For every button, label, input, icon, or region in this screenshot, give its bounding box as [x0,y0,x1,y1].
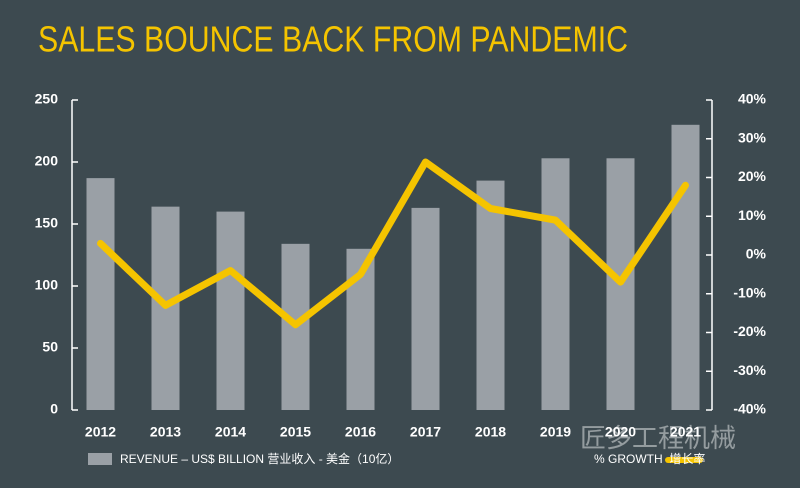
bar [541,158,570,410]
y2-tick-label: 20% [738,168,767,184]
y2-tick-label: -20% [733,323,766,339]
x-tick-label: 2021 [670,424,701,440]
x-tick-label: 2018 [475,424,506,440]
x-tick-label: 2019 [540,424,571,440]
y2-tick-label: -10% [733,284,766,300]
legend-label: % GROWTH 增长率 [594,451,705,466]
bar [411,207,440,410]
bar [476,180,505,410]
legend-swatch [88,453,112,465]
y2-tick-label: 40% [738,91,767,107]
y-tick-label: 100 [35,277,59,293]
x-tick-label: 2015 [280,424,311,440]
x-tick-label: 2017 [410,424,441,440]
y-tick-label: 0 [50,401,58,417]
x-tick-label: 2016 [345,424,376,440]
y2-tick-label: -40% [733,401,766,417]
watermark: 匠多工程机械 [580,423,736,453]
y-tick-label: 150 [35,215,59,231]
y-tick-label: 250 [35,91,59,107]
x-tick-label: 2014 [215,424,246,440]
legend-label: REVENUE – US$ BILLION 营业收入 - 美金（10亿） [120,451,399,466]
y2-tick-label: 0% [746,246,767,262]
chart-title: SALES BOUNCE BACK FROM PANDEMIC [38,19,628,60]
y2-tick-label: 30% [738,129,767,145]
y-tick-label: 200 [35,153,59,169]
bar [86,178,115,410]
x-tick-label: 2012 [85,424,116,440]
growth-line [97,158,689,329]
y-tick-label: 50 [42,339,58,355]
y2-tick-label: -30% [733,362,766,378]
bar [216,211,245,410]
x-tick-label: 2020 [605,424,636,440]
y2-tick-label: 10% [738,207,767,223]
bar [671,124,700,411]
x-tick-label: 2013 [150,424,181,440]
